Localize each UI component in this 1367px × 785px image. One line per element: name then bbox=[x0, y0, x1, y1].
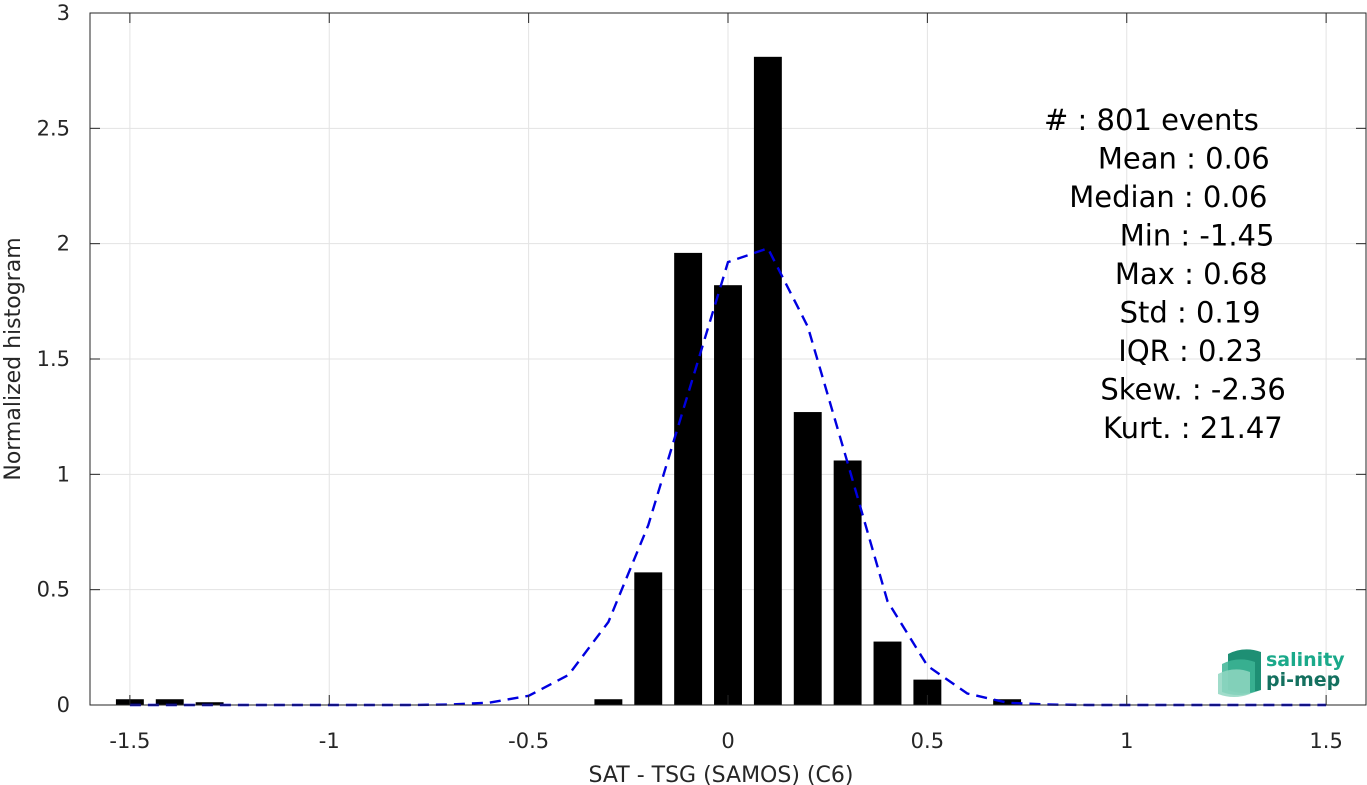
salinity-pimep-logo: salinity pi-mep bbox=[1218, 649, 1345, 697]
x-tick-label: 0 bbox=[721, 729, 734, 753]
logo-text-pimep: pi-mep bbox=[1266, 669, 1340, 691]
histogram-bar bbox=[674, 252, 703, 706]
histogram-bar bbox=[753, 56, 782, 706]
x-tick-label: -0.5 bbox=[508, 729, 549, 753]
histogram-bar bbox=[195, 702, 224, 705]
stats-line: Median : 0.06 bbox=[1069, 180, 1267, 214]
stats-line: IQR : 0.23 bbox=[1118, 334, 1262, 368]
x-tick-label: -1.5 bbox=[109, 729, 150, 753]
x-tick-label: 1.5 bbox=[1309, 729, 1342, 753]
x-tick-label: 1 bbox=[1120, 729, 1133, 753]
stats-line: # : 801 events bbox=[1044, 103, 1259, 137]
histogram-bars bbox=[115, 56, 1022, 706]
histogram-bar bbox=[594, 699, 623, 705]
y-tick-label: 1.5 bbox=[37, 347, 70, 371]
histogram-bar bbox=[793, 412, 822, 705]
y-tick-label: 3 bbox=[57, 1, 70, 25]
statistics-annotation: # : 801 events Mean : 0.06 Median : 0.06 Mi… bbox=[1044, 103, 1286, 445]
stats-line: Min : -1.45 bbox=[1120, 219, 1275, 253]
y-tick-label: 0 bbox=[57, 693, 70, 717]
x-tick-label: 0.5 bbox=[911, 729, 944, 753]
x-axis-label: SAT - TSG (SAMOS) (C6) bbox=[589, 763, 854, 785]
stats-line: Mean : 0.06 bbox=[1098, 142, 1270, 176]
y-axis-label: Normalized histogram bbox=[1, 237, 26, 480]
logo-text-salinity: salinity bbox=[1266, 649, 1345, 671]
x-tick-label: -1 bbox=[319, 729, 340, 753]
y-tick-label: 0.5 bbox=[37, 578, 70, 602]
histogram-bar bbox=[873, 641, 902, 705]
y-tick-label: 1 bbox=[57, 462, 70, 486]
stats-line: Max : 0.68 bbox=[1115, 257, 1268, 291]
histogram-bar bbox=[714, 285, 742, 705]
histogram-bar bbox=[155, 699, 184, 705]
y-tick-label: 2.5 bbox=[37, 116, 70, 140]
stats-line: Skew. : -2.36 bbox=[1100, 373, 1286, 407]
histogram-bar bbox=[634, 572, 663, 705]
y-tick-label: 2 bbox=[57, 232, 70, 256]
stats-line: Kurt. : 21.47 bbox=[1103, 411, 1283, 445]
histogram-bar bbox=[833, 460, 862, 705]
axes-box bbox=[89, 12, 1367, 706]
logo-wave-icon bbox=[1218, 649, 1261, 697]
stats-line: Std : 0.19 bbox=[1120, 296, 1261, 330]
x-tick-labels: -1.5 -1 -0.5 0 0.5 1 1.5 bbox=[109, 729, 1342, 753]
y-tick-labels: 0 0.5 1 1.5 2 2.5 3 bbox=[37, 1, 70, 717]
histogram-bar bbox=[993, 699, 1022, 705]
